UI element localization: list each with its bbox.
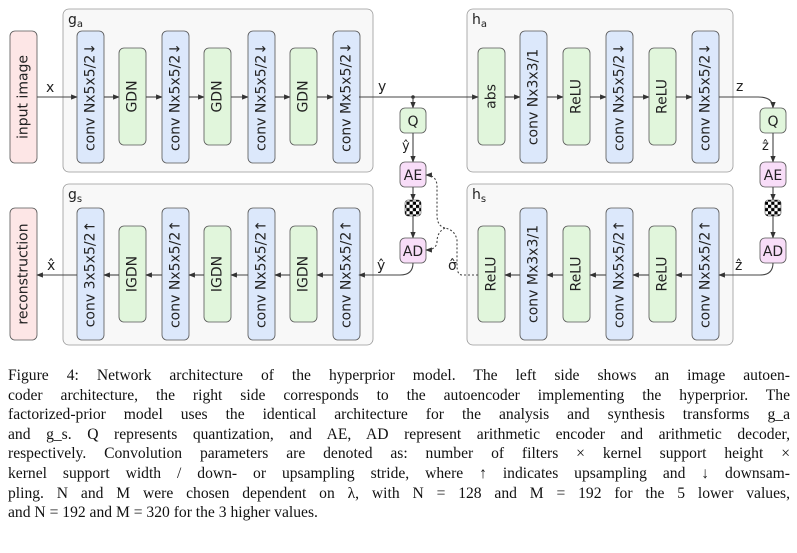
z-arrow [719,96,776,109]
ga-layer-label: GDN [125,80,141,112]
ha-layer-label: ReLU [569,79,585,114]
ga-layer-label: conv Nx5x5/2↓ [83,43,99,151]
hs-layer-label: ReLU [484,256,500,291]
architecture-diagram: ga gs ha hs input image reconstruction conv Nx… [9,8,787,346]
ga-layer-label: conv Mx5x5/2↓ [339,42,355,152]
ha-layer-label: conv Nx5x5/2↓ [698,43,714,151]
hs-layer-label: ReLU [569,256,585,291]
y-quantizer-label: Q [407,114,418,130]
ga-group-label: ga [68,12,83,30]
gs-layer-label: IGDN [296,256,312,292]
ha-group-label: ha [472,12,487,30]
y-decoder-label: AD [403,244,423,260]
gs-layer-label: conv Nx5x5/2↑ [254,220,270,328]
hs-group-label: hs [472,187,486,205]
ga-layer-label: GDN [296,80,312,112]
caption-line: Figure 4: Network architecture of the hy… [8,367,790,384]
sigma-hat-label: σ̂ [448,258,457,274]
caption-line: and g_s. Q represents quantization, and … [8,425,790,443]
z-label: z [736,79,743,95]
ga-layer-label: conv Nx5x5/2↓ [254,43,270,151]
caption-line: respectively. Convolution parameters are… [8,445,790,463]
ha-layer-label: conv Nx3x3/1 [526,49,542,145]
ga-layer-label: GDN [210,80,226,112]
input-image-label: input image [16,55,32,139]
z-encoder-label: AE [764,168,782,184]
hs-layer-label: conv Nx5x5/2↑ [612,220,628,328]
y-hat-arrow [358,262,414,278]
gs-layer-label: conv Nx5x5/2↑ [168,220,184,328]
x-hat-label: x̂ [47,258,55,274]
ha-layer-label: conv Nx5x5/2↓ [612,43,628,151]
z-quantizer-label: Q [767,114,778,130]
z-decoder-label: AD [763,244,783,260]
hs-layer-label: conv Nx5x5/2↑ [698,220,714,328]
caption-line: kernel support width / down- or upsampli… [8,464,790,482]
caption-line: factorized-prior model uses the identica… [8,406,790,424]
reconstruction-label: reconstruction [16,223,32,324]
y-hat-label: ŷ [402,139,410,154]
caption-line: coder architecture, the right side corre… [8,386,790,404]
gs-group-label: gs [68,187,82,205]
ga-layer-label: conv Nx5x5/2↓ [168,43,184,151]
gs-layer-label: conv 3x5x5/2↑ [83,221,99,328]
sigma-to-ad-arrow [425,227,446,253]
ha-layer-label: abs [484,84,500,109]
z-hat-arrow [718,262,774,278]
gs-layer-label: conv Nx5x5/2↑ [339,220,355,328]
sigma-line [444,227,478,276]
figure-caption: Figure 4: Network architecture of the hy… [8,366,790,523]
caption-line: pling. N and M were chosen dependent on … [8,484,790,502]
y-hat-label: ŷ [377,258,385,274]
sigma-to-ae-arrow [425,172,446,229]
gs-layer-label: IGDN [125,256,141,292]
ha-layer-label: ReLU [655,79,671,114]
gs-layer-label: IGDN [210,256,226,292]
hs-layer-label: conv Mx3x3/1 [526,225,542,323]
y-encoder-label: AE [404,168,422,184]
z-hat-label: ẑ [735,258,742,274]
caption-line: and N = 192 and M = 320 for the 3 higher… [8,504,318,522]
y-bitstream-checkerboard-icon [404,199,422,217]
y-label: y [378,79,386,95]
hs-layer-label: ReLU [655,256,671,291]
z-hat-label: ẑ [762,139,769,154]
x-label: x [46,80,54,96]
z-bitstream-checkerboard-icon [764,199,782,217]
